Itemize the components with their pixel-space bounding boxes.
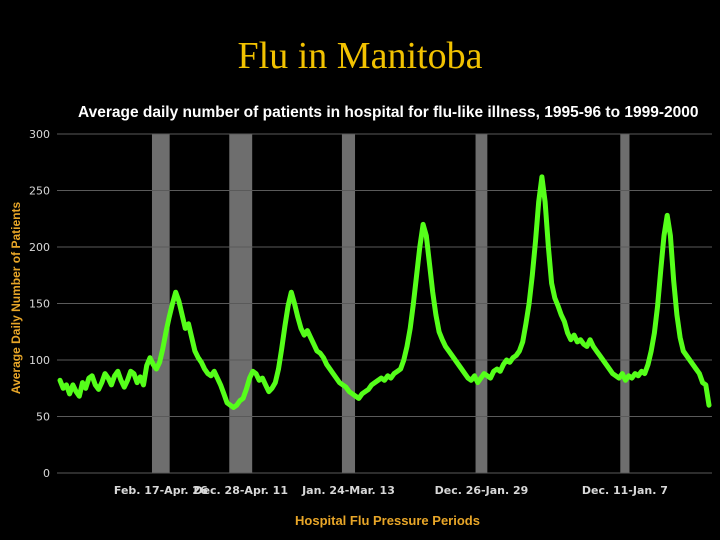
series-line bbox=[57, 174, 712, 410]
x-axis-title: Hospital Flu Pressure Periods bbox=[295, 513, 480, 528]
chart-title: Average daily number of patients in hosp… bbox=[78, 104, 699, 121]
slide-title: Flu in Manitoba bbox=[237, 35, 483, 77]
y-tick-label: 300 bbox=[29, 128, 50, 141]
x-tick-label: Dec. 28-Apr. 11 bbox=[193, 484, 288, 497]
y-tick-label: 200 bbox=[29, 241, 50, 254]
x-tick-label: Feb. 17-Apr. 26 bbox=[114, 484, 208, 497]
y-tick-label: 0 bbox=[43, 467, 50, 480]
y-tick-label: 100 bbox=[29, 354, 50, 367]
series-line-path bbox=[57, 174, 712, 410]
y-tick-label: 250 bbox=[29, 185, 50, 198]
y-tick-labels: 0 50 100 150 200 250 300 bbox=[29, 128, 50, 480]
y-tick-label: 50 bbox=[36, 411, 50, 424]
x-tick-label: Dec. 11-Jan. 7 bbox=[582, 484, 668, 497]
x-tick-label: Dec. 26-Jan. 29 bbox=[435, 484, 529, 497]
x-tick-label: Jan. 24-Mar. 13 bbox=[301, 484, 395, 497]
y-tick-label: 150 bbox=[29, 298, 50, 311]
